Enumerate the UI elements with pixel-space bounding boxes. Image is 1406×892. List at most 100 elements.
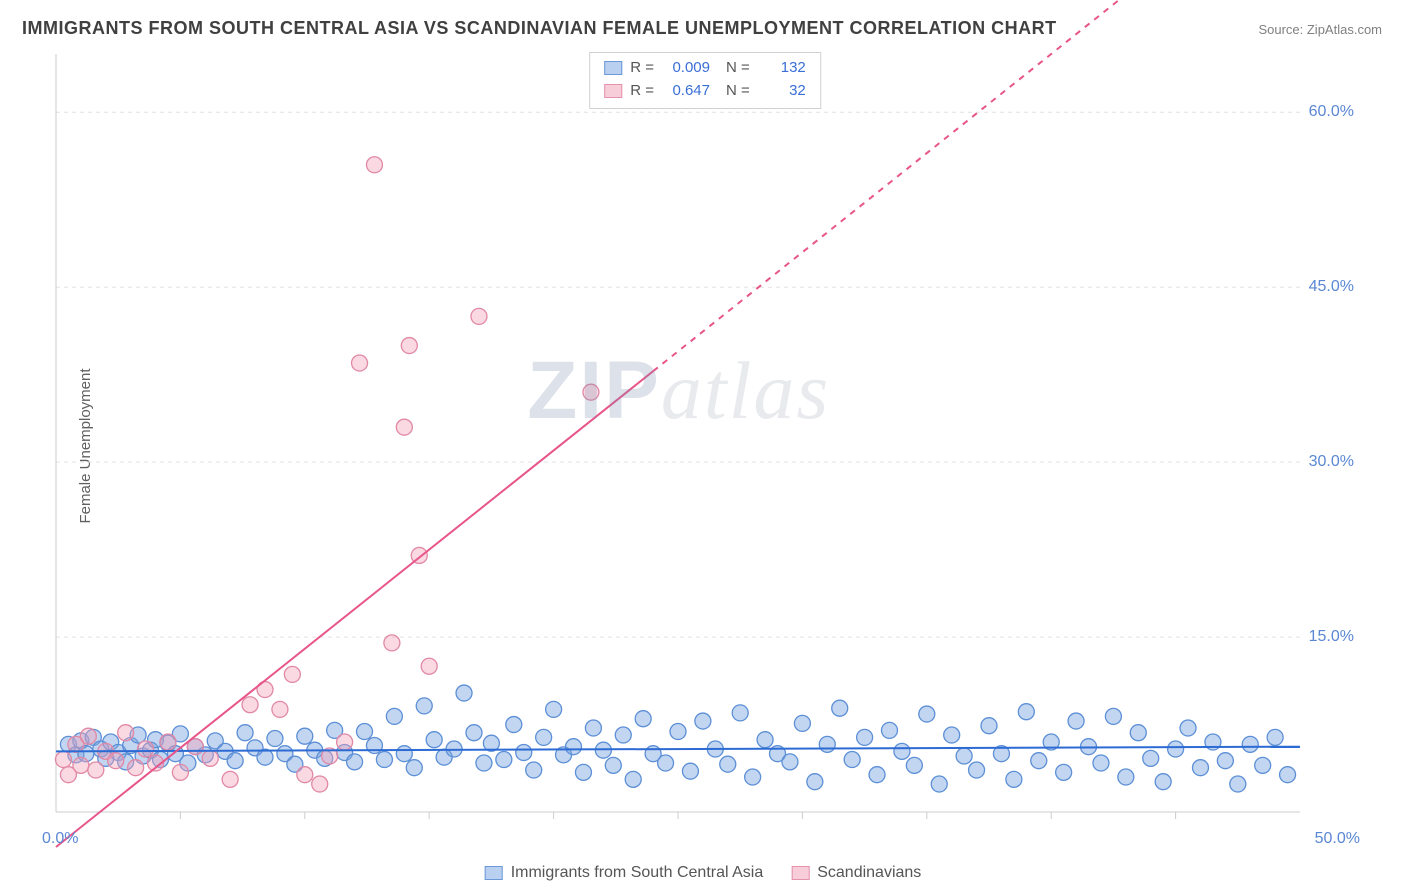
- data-point-blue: [416, 698, 432, 714]
- data-point-blue: [1130, 725, 1146, 741]
- data-point-blue: [906, 757, 922, 773]
- data-point-blue: [605, 757, 621, 773]
- source-label: Source: ZipAtlas.com: [1258, 22, 1382, 37]
- data-point-blue: [526, 762, 542, 778]
- data-point-blue: [782, 754, 798, 770]
- data-point-blue: [1143, 750, 1159, 766]
- n-label: N =: [726, 57, 750, 80]
- data-point-pink: [401, 338, 417, 354]
- stats-row-blue: R = 0.009 N = 132: [604, 57, 806, 80]
- data-point-pink: [312, 776, 328, 792]
- data-point-blue: [745, 769, 761, 785]
- data-point-blue: [732, 705, 748, 721]
- data-point-blue: [1255, 757, 1271, 773]
- data-point-pink: [352, 355, 368, 371]
- data-point-pink: [88, 762, 104, 778]
- n-label: N =: [726, 80, 750, 103]
- legend-label: Immigrants from South Central Asia: [511, 864, 764, 882]
- data-point-blue: [819, 736, 835, 752]
- data-point-blue: [625, 771, 641, 787]
- data-point-blue: [1018, 704, 1034, 720]
- legend-swatch: [791, 866, 809, 880]
- data-point-pink: [118, 725, 134, 741]
- data-point-pink: [396, 419, 412, 435]
- data-point-blue: [919, 706, 935, 722]
- data-point-blue: [615, 727, 631, 743]
- data-point-blue: [1280, 767, 1296, 783]
- data-point-blue: [396, 746, 412, 762]
- data-point-pink: [55, 752, 71, 768]
- data-point-blue: [1031, 753, 1047, 769]
- y-tick-label: 15.0%: [1309, 628, 1354, 646]
- data-point-pink: [128, 760, 144, 776]
- r-value-blue: 0.009: [662, 57, 710, 80]
- plot-area: ZIPatlas R = 0.009 N = 132 R = 0.647 N =…: [50, 52, 1360, 822]
- data-point-pink: [471, 308, 487, 324]
- y-tick-label: 60.0%: [1309, 103, 1354, 121]
- data-point-blue: [1168, 741, 1184, 757]
- data-point-blue: [1118, 769, 1134, 785]
- data-point-blue: [944, 727, 960, 743]
- data-point-blue: [237, 725, 253, 741]
- data-point-blue: [1093, 755, 1109, 771]
- data-point-pink: [242, 697, 258, 713]
- data-point-pink: [172, 764, 188, 780]
- data-point-blue: [869, 767, 885, 783]
- x-tick-max: 50.0%: [1315, 830, 1360, 848]
- data-point-pink: [421, 658, 437, 674]
- data-point-blue: [832, 700, 848, 716]
- data-point-blue: [536, 729, 552, 745]
- data-point-blue: [585, 720, 601, 736]
- data-point-blue: [844, 752, 860, 768]
- data-point-blue: [1105, 708, 1121, 724]
- data-point-blue: [757, 732, 773, 748]
- data-point-pink: [337, 734, 353, 750]
- data-point-blue: [386, 708, 402, 724]
- data-point-blue: [516, 745, 532, 761]
- stats-legend-box: R = 0.009 N = 132 R = 0.647 N = 32: [589, 52, 821, 109]
- stats-row-pink: R = 0.647 N = 32: [604, 80, 806, 103]
- data-point-pink: [108, 753, 124, 769]
- data-point-blue: [575, 764, 591, 780]
- data-point-blue: [1155, 774, 1171, 790]
- r-label: R =: [630, 57, 654, 80]
- data-point-blue: [1242, 736, 1258, 752]
- data-point-blue: [267, 731, 283, 747]
- data-point-blue: [476, 755, 492, 771]
- data-point-blue: [1267, 729, 1283, 745]
- data-point-blue: [658, 755, 674, 771]
- data-point-blue: [1006, 771, 1022, 787]
- data-point-blue: [894, 743, 910, 759]
- data-point-blue: [695, 713, 711, 729]
- data-point-blue: [807, 774, 823, 790]
- data-point-blue: [1230, 776, 1246, 792]
- data-point-blue: [227, 753, 243, 769]
- data-point-blue: [426, 732, 442, 748]
- data-point-blue: [496, 752, 512, 768]
- swatch-pink: [604, 84, 622, 98]
- data-point-pink: [272, 701, 288, 717]
- y-tick-label: 30.0%: [1309, 453, 1354, 471]
- data-point-blue: [347, 754, 363, 770]
- data-point-blue: [357, 724, 373, 740]
- data-point-blue: [466, 725, 482, 741]
- data-point-blue: [406, 760, 422, 776]
- data-point-blue: [720, 756, 736, 772]
- data-point-blue: [1068, 713, 1084, 729]
- x-tick-min: 0.0%: [42, 830, 78, 848]
- y-tick-label: 45.0%: [1309, 278, 1354, 296]
- data-point-blue: [682, 763, 698, 779]
- legend-swatch: [485, 866, 503, 880]
- legend-item: Immigrants from South Central Asia: [485, 864, 764, 882]
- data-point-pink: [297, 767, 313, 783]
- data-point-blue: [566, 739, 582, 755]
- data-point-blue: [1180, 720, 1196, 736]
- legend-label: Scandinavians: [817, 864, 921, 882]
- data-point-pink: [284, 666, 300, 682]
- r-label: R =: [630, 80, 654, 103]
- data-point-blue: [376, 752, 392, 768]
- data-point-pink: [384, 635, 400, 651]
- data-point-pink: [202, 750, 218, 766]
- r-value-pink: 0.647: [662, 80, 710, 103]
- trend-line-pink: [56, 371, 653, 847]
